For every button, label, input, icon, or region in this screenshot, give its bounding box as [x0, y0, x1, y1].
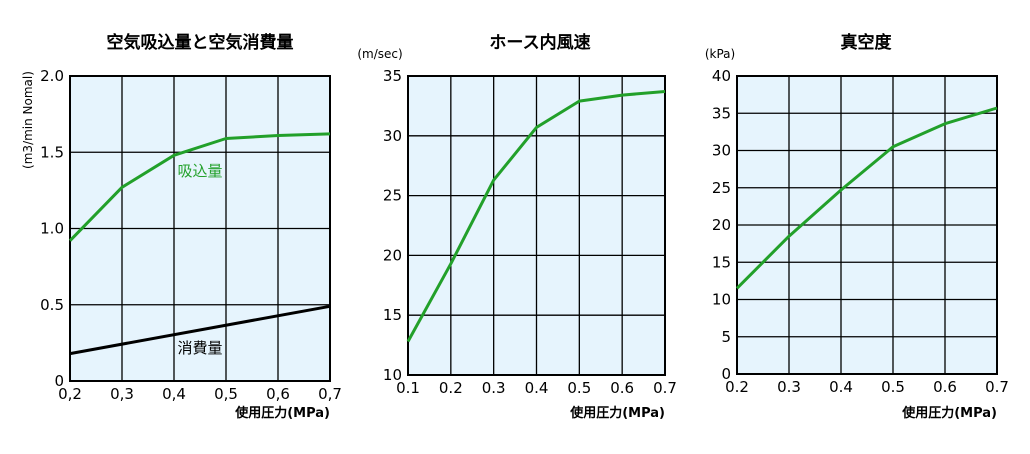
y-tick-label: 25 [383, 187, 402, 205]
y-tick-label: 0.5 [40, 296, 64, 314]
plot-frame [736, 75, 998, 375]
plot-frame [69, 75, 331, 382]
chart-2: 0.1 0.2 0.3 0.4 0.5 0.6 0.7 10 15 20 25 30 35 ホース内風速 (… [357, 32, 677, 421]
x-axis-label: 使用圧力(MPa) [234, 405, 330, 421]
chart-title: 空気吸込量と空気消費量 [107, 32, 294, 53]
x-tick-label: 0,6 [266, 385, 290, 403]
y-tick-label: 15 [383, 306, 402, 324]
chart-1: 0,2 0,3 0,4 0,5 0,6 0,7 0 0.5 1.0 1.5 2.0 空気吸込量と空気消… [21, 32, 342, 421]
x-tick-label: 0.5 [567, 379, 591, 397]
plot-frame [407, 75, 666, 376]
y-tick-label: 5 [721, 328, 731, 346]
x-tick-label: 0.5 [881, 378, 905, 396]
y-tick-label: 1.0 [40, 220, 64, 238]
series-line-1 [68, 132, 331, 242]
x-tick-label: 0.4 [829, 378, 853, 396]
x-tick-label: 0.2 [439, 379, 463, 397]
x-tick-label: 0,5 [214, 385, 238, 403]
x-tick-label: 0.7 [985, 378, 1009, 396]
y-tick-label: 35 [712, 104, 731, 122]
x-tick-label: 0.3 [482, 379, 506, 397]
x-tick-label: 0,3 [110, 385, 134, 403]
x-tick-label: 0.2 [725, 378, 749, 396]
y-tick-label: 0 [721, 365, 731, 383]
y-tick-label: 10 [712, 291, 731, 309]
x-tick-label: 0.6 [933, 378, 957, 396]
x-tick-label: 0.1 [396, 379, 420, 397]
y-tick-label: 0 [54, 372, 64, 390]
x-tick-label: 0.4 [525, 379, 549, 397]
x-tick-label: 0,4 [162, 385, 186, 403]
x-tick-label: 0.7 [653, 379, 677, 397]
series-line-2 [69, 304, 331, 356]
x-axis-label: 使用圧力(MPa) [901, 405, 997, 421]
chart-title: ホース内風速 [489, 32, 590, 53]
y-axis-label: (m3/min Nomal) [21, 71, 35, 169]
series-label-2: 消費量 [177, 339, 222, 357]
y-tick-label: 20 [712, 216, 731, 234]
y-tick-label: 1.5 [40, 143, 64, 161]
x-axis-label: 使用圧力(MPa) [569, 405, 665, 421]
series-line-1 [735, 106, 998, 290]
y-tick-label: 35 [383, 67, 402, 85]
y-tick-label: 30 [383, 127, 402, 145]
chart-3: 0.2 0.3 0.4 0.5 0.6 0.7 0 5 10 15 20 25 30 35 40 真空度 (kP… [705, 32, 1009, 421]
y-tick-label: 20 [383, 246, 402, 264]
y-axis-label: (m/sec) [357, 47, 402, 61]
y-tick-label: 30 [712, 142, 731, 160]
x-tick-label: 0,7 [318, 385, 342, 403]
series-line-1 [406, 90, 666, 343]
y-tick-label: 40 [712, 67, 731, 85]
y-tick-label: 10 [383, 366, 402, 384]
x-tick-label: 0.3 [777, 378, 801, 396]
x-tick-label: 0,2 [58, 385, 82, 403]
y-tick-label: 15 [712, 253, 731, 271]
series-label-1: 吸込量 [177, 162, 222, 180]
chart-title: 真空度 [841, 32, 893, 53]
y-tick-label: 2.0 [40, 67, 64, 85]
x-tick-label: 0.6 [610, 379, 634, 397]
y-axis-label: (kPa) [705, 47, 735, 61]
y-tick-label: 25 [712, 179, 731, 197]
